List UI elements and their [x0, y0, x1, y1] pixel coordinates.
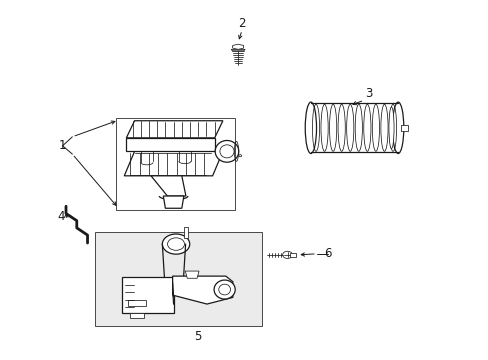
Polygon shape — [95, 232, 261, 326]
Ellipse shape — [215, 140, 238, 162]
Polygon shape — [126, 138, 214, 151]
Polygon shape — [172, 276, 232, 304]
Circle shape — [282, 251, 292, 258]
Polygon shape — [163, 196, 183, 208]
Ellipse shape — [388, 107, 393, 149]
Polygon shape — [124, 151, 223, 176]
Circle shape — [162, 234, 189, 254]
Text: 1: 1 — [59, 139, 66, 152]
Text: 3: 3 — [365, 87, 372, 100]
Polygon shape — [231, 49, 244, 51]
Polygon shape — [129, 313, 144, 318]
Text: 2: 2 — [238, 17, 245, 30]
Text: 6: 6 — [323, 247, 331, 260]
Text: 4: 4 — [57, 210, 65, 222]
Ellipse shape — [392, 102, 403, 153]
Polygon shape — [185, 271, 199, 278]
Polygon shape — [400, 125, 407, 131]
Polygon shape — [232, 44, 243, 49]
Circle shape — [238, 155, 241, 157]
Polygon shape — [122, 277, 173, 313]
Polygon shape — [151, 176, 185, 196]
Ellipse shape — [305, 102, 316, 153]
Text: 5: 5 — [194, 330, 202, 343]
Ellipse shape — [214, 280, 235, 299]
Polygon shape — [126, 121, 223, 138]
Polygon shape — [289, 253, 296, 257]
Polygon shape — [183, 227, 187, 238]
